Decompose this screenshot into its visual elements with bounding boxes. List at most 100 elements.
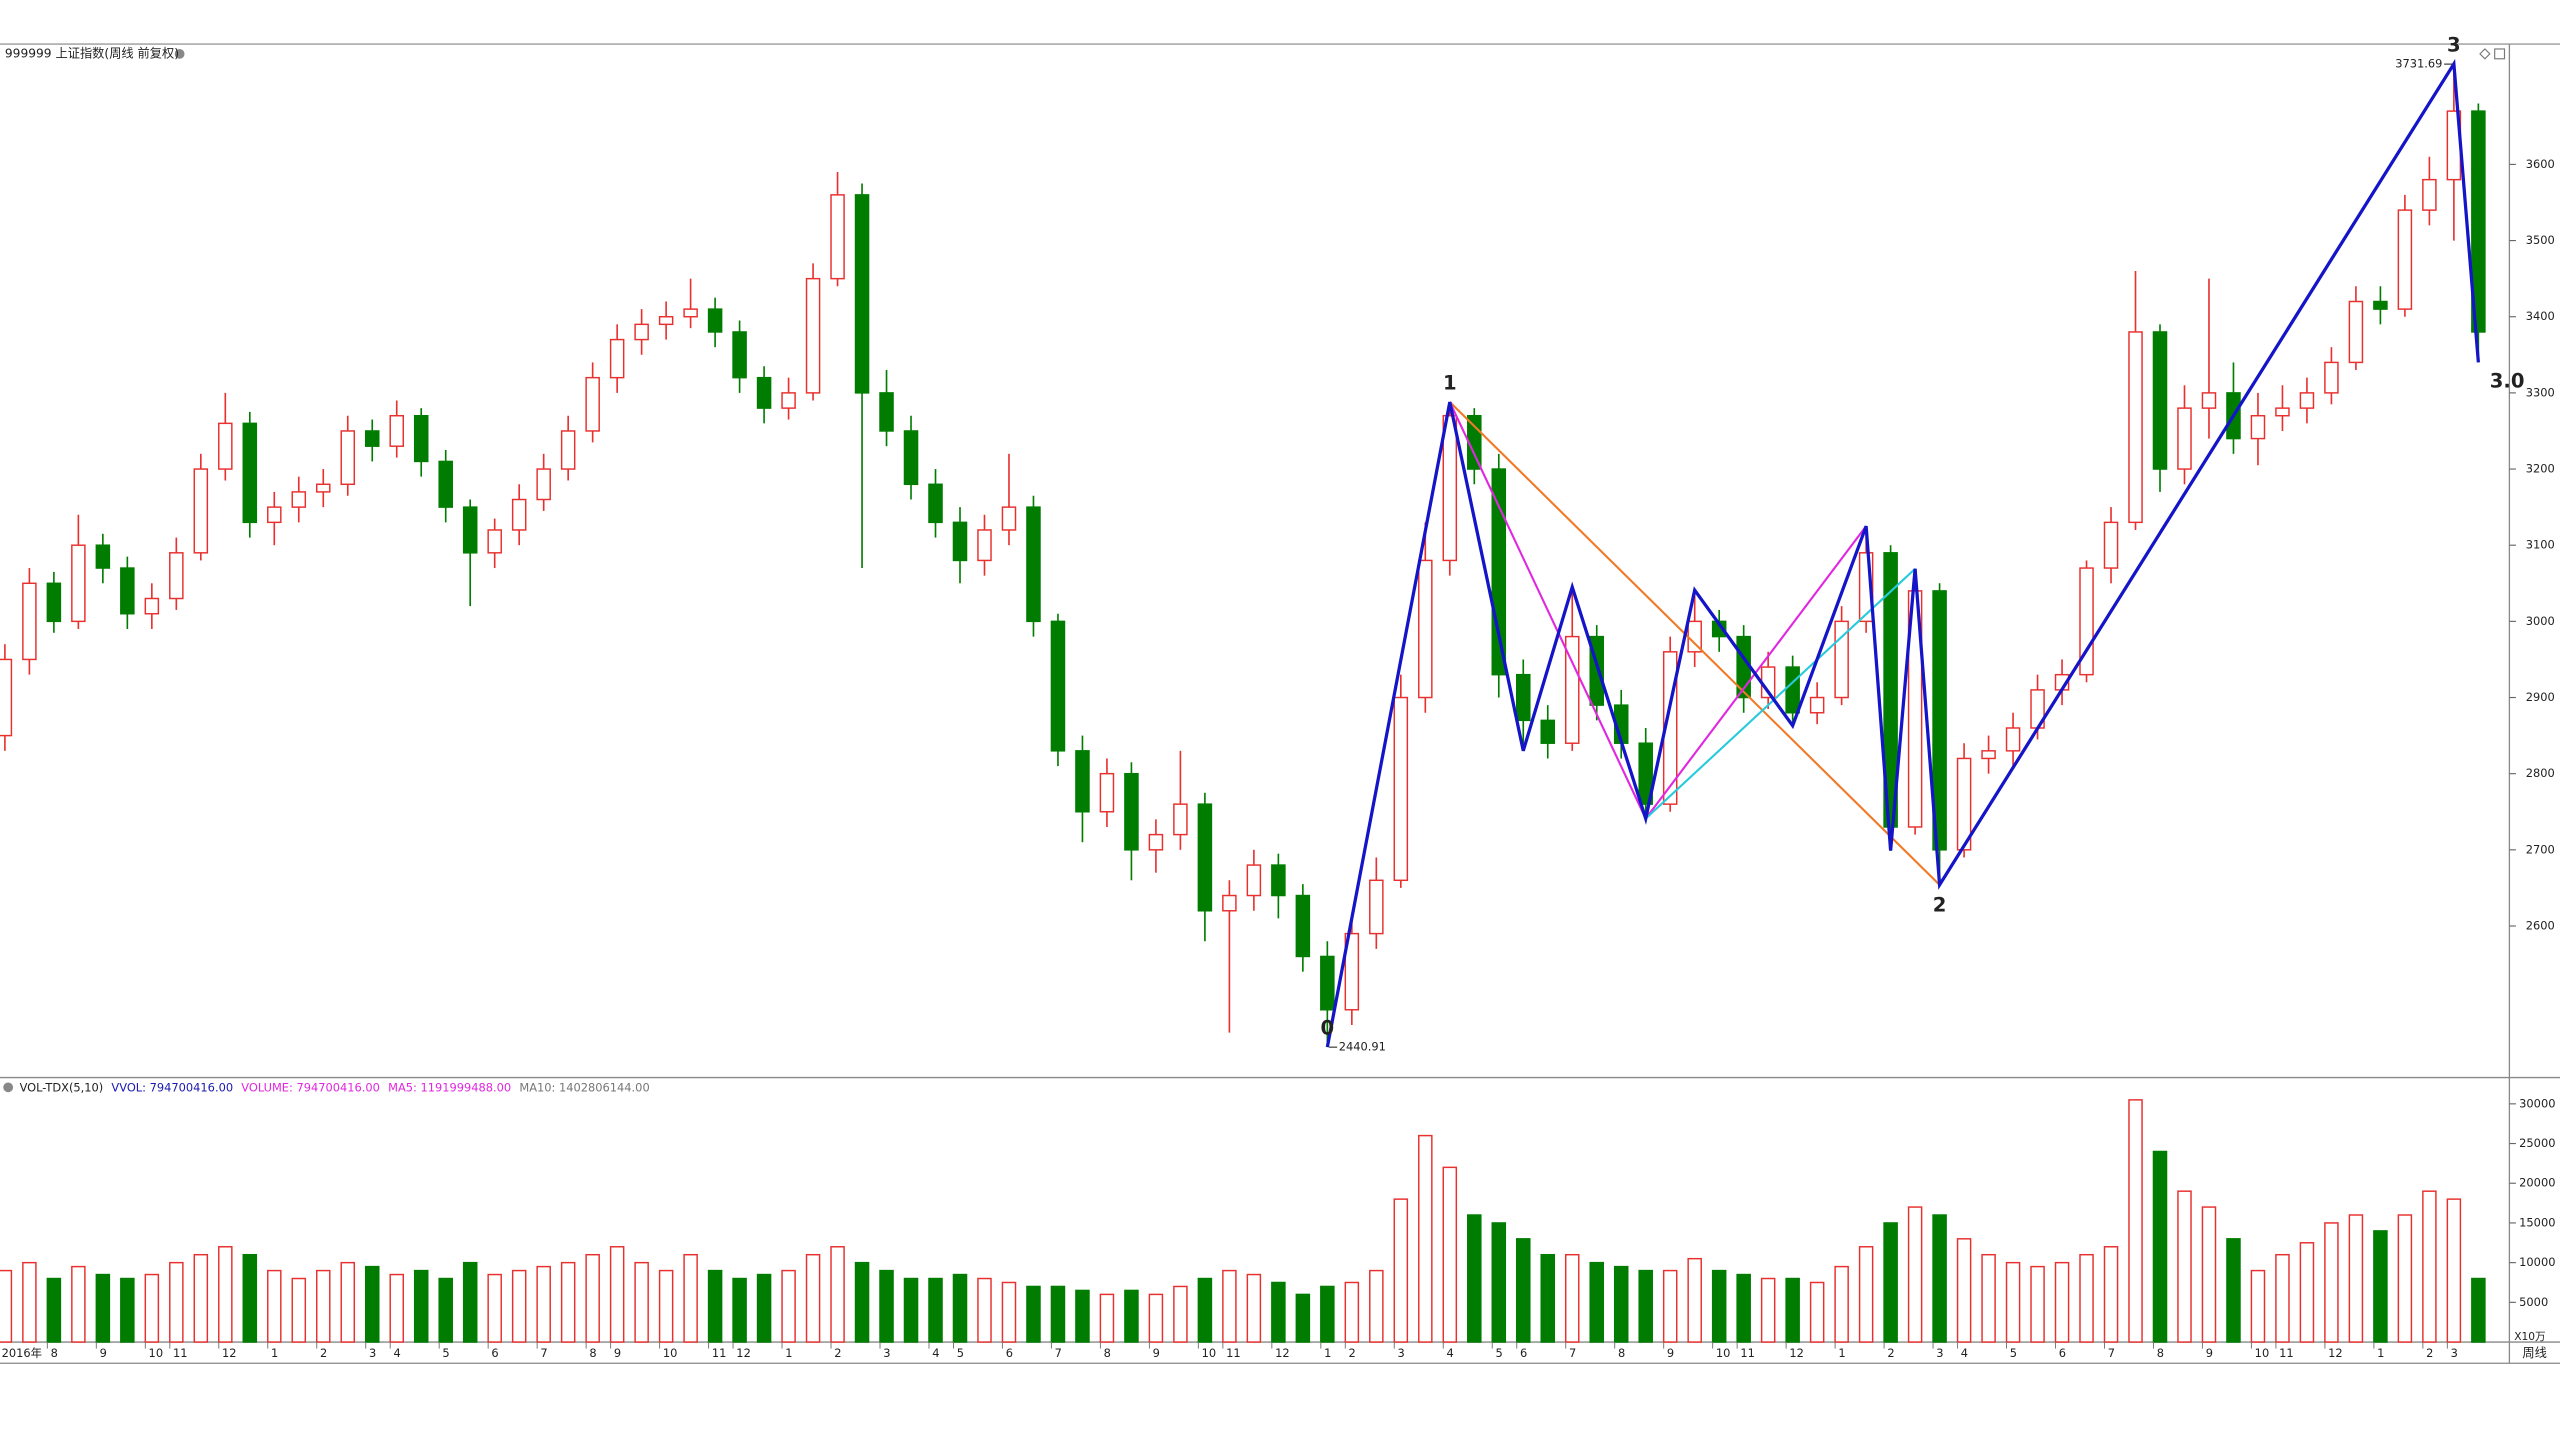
volume-bar xyxy=(854,1261,870,1343)
candle-body xyxy=(2275,407,2290,417)
volume-bar xyxy=(2471,1277,2486,1343)
wave-label: 3.0 xyxy=(2490,370,2525,393)
candle-body xyxy=(903,430,919,486)
volume-bar xyxy=(242,1253,258,1343)
wave-line xyxy=(1325,58,2480,1048)
candle-body xyxy=(413,414,429,463)
candle-body xyxy=(1222,894,1237,912)
candle-body xyxy=(805,277,821,394)
volume-bar xyxy=(2128,1099,2143,1343)
candle-body xyxy=(1393,696,1409,882)
volume-bar xyxy=(2373,1230,2388,1343)
volume-bar xyxy=(1442,1166,1458,1343)
x-tick-label: 6 xyxy=(1006,1346,1013,1360)
volume-bar xyxy=(2152,1150,2168,1343)
candle-body xyxy=(2201,392,2217,409)
volume-bar xyxy=(511,1269,527,1343)
volume-bar xyxy=(1467,1214,1482,1343)
candle-body xyxy=(1075,750,1090,813)
x-tick-label: 1 xyxy=(271,1346,278,1360)
volume-bar xyxy=(1295,1293,1311,1343)
x-tick-label: 8 xyxy=(2157,1346,2164,1360)
y-tick-label: 2900 xyxy=(2526,690,2555,704)
candle-body xyxy=(634,323,649,341)
x-tick-label: 7 xyxy=(2108,1346,2115,1360)
candle-body xyxy=(2177,407,2192,470)
candle-body xyxy=(1809,696,1825,714)
volume-bar xyxy=(2299,1242,2315,1343)
volume-bar xyxy=(413,1269,429,1343)
candle-body xyxy=(2152,331,2168,470)
y-tick-label: 3500 xyxy=(2526,233,2555,247)
candle-body xyxy=(462,506,478,554)
x-tick-label: 11 xyxy=(1740,1346,1755,1360)
volume-bar xyxy=(1001,1281,1017,1343)
candle-body xyxy=(242,422,258,524)
x-tick-label: 10 xyxy=(2255,1346,2270,1360)
x-tick-label: 5 xyxy=(2010,1346,2017,1360)
candle-body xyxy=(1320,955,1335,1011)
candle-body xyxy=(291,491,307,508)
x-tick-label: 2 xyxy=(1349,1346,1356,1360)
volume-bar xyxy=(2030,1265,2045,1343)
volume-bar xyxy=(805,1253,821,1343)
x-tick-label: 9 xyxy=(614,1346,621,1360)
candle-body xyxy=(316,483,331,493)
legend-item: MA10: 1402806144.00 xyxy=(519,1080,649,1094)
x-tick-label: 3 xyxy=(883,1346,890,1360)
volume-bar xyxy=(1613,1265,1629,1343)
settings-icon[interactable] xyxy=(174,48,185,59)
candle-body xyxy=(830,194,845,280)
x-tick-label: 8 xyxy=(589,1346,596,1360)
x-tick-label: 7 xyxy=(540,1346,547,1360)
volume-bar xyxy=(1197,1277,1213,1343)
candle-body xyxy=(22,582,37,661)
candle-body xyxy=(1148,833,1164,851)
y2-tick-label: 30000 xyxy=(2519,1096,2555,1110)
volume-bar xyxy=(1393,1198,1409,1343)
volume-bar xyxy=(1907,1206,1923,1343)
trend-line xyxy=(1449,401,1941,886)
candle-body xyxy=(952,521,968,562)
volume-bar xyxy=(291,1277,307,1343)
x-tick-label: 5 xyxy=(442,1346,449,1360)
candle-body xyxy=(389,414,404,447)
wave-label: 3 xyxy=(2447,33,2461,56)
indicator-icon[interactable] xyxy=(3,1082,14,1093)
volume-bar xyxy=(46,1277,62,1343)
volume-bar xyxy=(487,1273,502,1343)
candle-body xyxy=(144,597,160,615)
legend-item: MA5: 1191999488.00 xyxy=(388,1080,511,1094)
y2-tick-label: 25000 xyxy=(2519,1136,2555,1150)
volume-bar xyxy=(658,1269,674,1343)
diamond-icon[interactable] xyxy=(2479,48,2491,60)
volume-bar xyxy=(1418,1134,1433,1343)
candle-body xyxy=(267,506,282,524)
candle-body xyxy=(1883,552,1898,828)
candle-body xyxy=(1295,894,1311,958)
volume-bar xyxy=(1222,1269,1237,1343)
x-tick-label: 1 xyxy=(1324,1346,1331,1360)
candle-body xyxy=(1564,635,1580,744)
panel-icon[interactable] xyxy=(2494,48,2506,60)
volume-bar xyxy=(830,1246,845,1343)
volume-bar xyxy=(316,1269,331,1343)
x-tick-label: 4 xyxy=(393,1346,400,1360)
volume-bar xyxy=(2103,1246,2119,1343)
volume-bar xyxy=(120,1277,135,1343)
extreme-label: 2440.91 xyxy=(1339,1040,1386,1054)
candle-body xyxy=(732,331,747,379)
volume-bar xyxy=(2226,1238,2241,1343)
candle-body xyxy=(854,194,870,394)
trend-line xyxy=(1644,568,1916,820)
candle-body xyxy=(1956,757,1972,851)
candle-body xyxy=(193,468,209,554)
candle-body xyxy=(536,468,551,501)
y-tick-label: 3600 xyxy=(2526,157,2555,171)
candle-body xyxy=(683,308,698,318)
volume-bar xyxy=(1662,1269,1678,1343)
x-tick-label: 9 xyxy=(2206,1346,2213,1360)
volume-bar xyxy=(609,1246,625,1343)
volume-legend: VOL-TDX(5,10) VVOL: 794700416.00 VOLUME: 7… xyxy=(20,1080,650,1094)
